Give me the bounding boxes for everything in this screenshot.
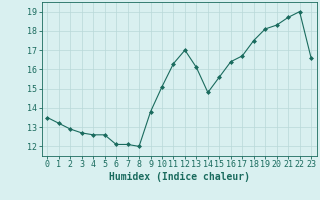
X-axis label: Humidex (Indice chaleur): Humidex (Indice chaleur) [109,172,250,182]
